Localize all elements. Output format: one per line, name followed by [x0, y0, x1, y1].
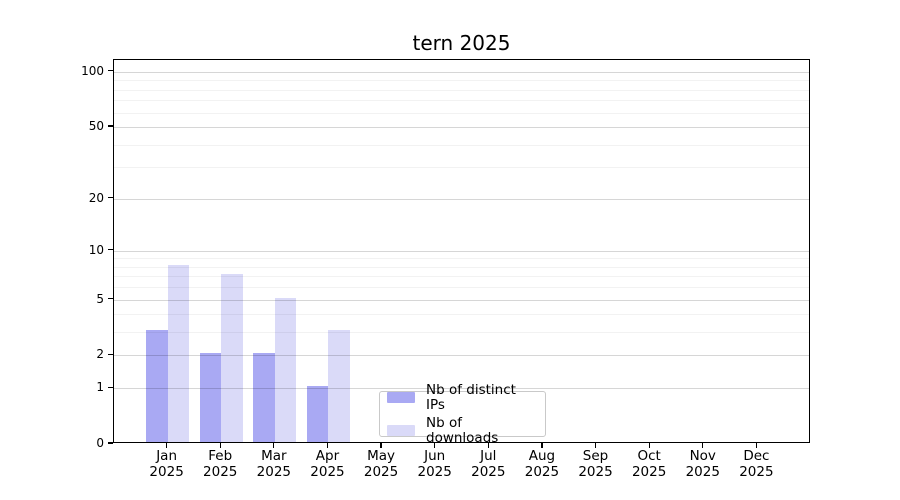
y-tick-mark	[108, 297, 113, 300]
x-tick-label: May 2025	[363, 448, 399, 480]
x-tick-label: Dec 2025	[739, 448, 774, 480]
bar-distinct-ips	[146, 330, 168, 442]
x-tick-mark	[594, 443, 597, 448]
y-tick-label: 50	[88, 118, 104, 133]
x-tick-mark	[380, 443, 382, 448]
x-tick-mark	[702, 443, 704, 448]
x-tick-label: Apr 2025	[310, 448, 345, 480]
x-tick-mark	[219, 443, 221, 448]
y-tick-label: 5	[96, 291, 104, 306]
x-tick-mark	[648, 443, 650, 448]
bar-distinct-ips	[306, 386, 329, 442]
legend-row-downloads: Nb of downloads	[387, 414, 538, 446]
x-tick-label: Oct 2025	[631, 448, 667, 480]
bar-downloads	[221, 274, 243, 442]
legend-swatch-distinct-ips	[387, 392, 415, 403]
plot-area: Nb of distinct IPs Nb of downloads	[113, 59, 810, 445]
bars-layer	[114, 60, 809, 442]
chart-title: tern 2025	[412, 31, 511, 55]
legend-box: Nb of distinct IPs Nb of downloads	[379, 382, 546, 445]
y-tick-label: 100	[81, 63, 104, 78]
y-tick-label: 2	[96, 347, 104, 362]
x-tick-label: Jul 2025	[471, 448, 506, 480]
x-tick-label: Sep 2025	[578, 448, 613, 480]
legend-row-distinct-ips: Nb of distinct IPs	[387, 381, 538, 413]
x-tick-mark	[326, 443, 329, 448]
x-tick-label: Jan 2025	[149, 448, 184, 480]
y-tick-mark	[108, 442, 113, 444]
y-tick-mark	[108, 196, 113, 199]
x-tick-label: Nov 2025	[685, 448, 720, 480]
x-tick-mark	[541, 443, 543, 448]
legend-label-downloads: Nb of downloads	[426, 414, 499, 446]
bar-downloads	[274, 297, 297, 442]
x-tick-mark	[487, 443, 489, 448]
y-axis-tick-labels: 0 1 2 5 10 20 50 100	[0, 59, 104, 450]
bar-downloads	[328, 330, 350, 442]
x-tick-label: Jun 2025	[417, 448, 452, 480]
y-tick-mark	[108, 70, 113, 72]
bar-downloads	[167, 264, 190, 442]
y-tick-mark	[108, 386, 113, 388]
y-tick-label: 10	[88, 242, 104, 257]
x-tick-mark	[166, 443, 168, 448]
bar-distinct-ips	[199, 353, 222, 442]
bar-distinct-ips	[253, 353, 275, 442]
x-tick-mark	[755, 443, 757, 448]
x-tick-mark	[434, 443, 436, 448]
legend-label-distinct-ips: Nb of distinct IPs	[426, 381, 516, 413]
x-tick-label: Mar 2025	[256, 448, 292, 480]
legend-swatch-downloads	[387, 425, 415, 436]
y-tick-label: 20	[88, 190, 104, 205]
y-tick-label: 0	[96, 436, 104, 450]
y-tick-mark	[108, 125, 113, 127]
y-tick-label: 1	[96, 380, 104, 395]
x-tick-mark	[273, 443, 275, 448]
x-tick-label: Aug 2025	[524, 448, 560, 480]
x-tick-label: Feb 2025	[203, 448, 238, 480]
y-tick-mark	[108, 249, 113, 251]
y-tick-mark	[108, 353, 113, 355]
